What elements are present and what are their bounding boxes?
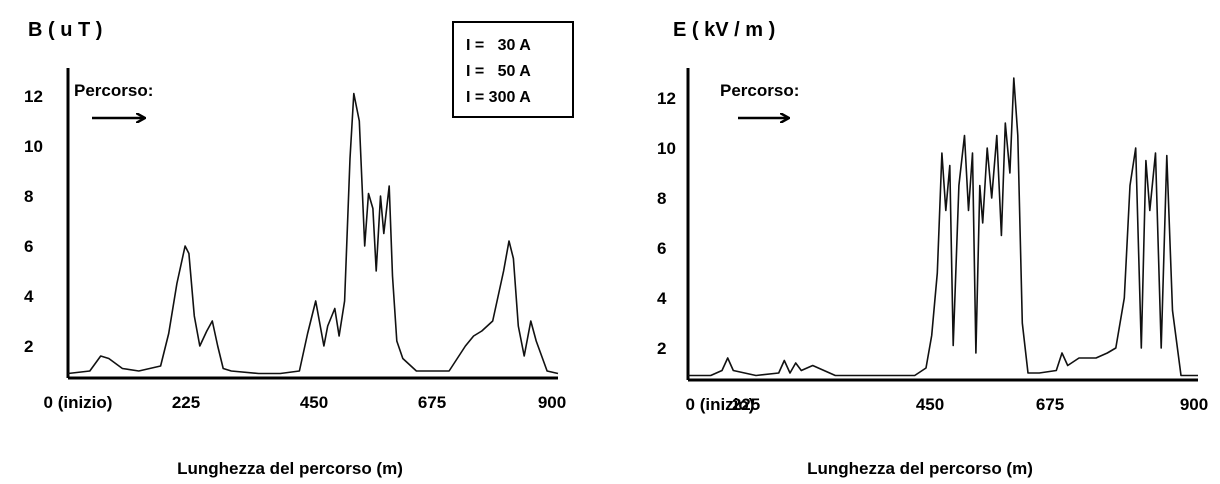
x-tick-label: 900 [538,393,566,412]
x-tick-labels: 0 (inizio) 225 450 675 900 [44,393,567,412]
x-axis-label: Lunghezza del percorso (m) [807,459,1033,478]
x-tick-label: 0 (inizio) [686,395,755,414]
x-tick-label: 675 [418,393,446,412]
y-tick-label: 12 [657,89,676,108]
y-tick-label: 6 [657,239,666,258]
chart-e-field: E ( kV / m ) 2 4 6 8 10 12 0 (inizio)225 450 67… [657,19,1208,478]
y-tick-label: 6 [24,237,33,256]
y-tick-label: 4 [24,287,34,306]
y-tick-label: 12 [24,87,43,106]
y-tick-label: 8 [24,187,33,206]
legend-entry: I = 50 A [466,63,531,80]
y-tick-label: 2 [657,339,666,358]
y-tick-label: 4 [657,289,667,308]
chart-title: E ( kV / m ) [673,19,775,41]
annotation-percorso: Percorso: [74,81,153,100]
x-tick-label: 675 [1036,395,1064,414]
y-tick-labels: 2 4 6 8 10 12 [657,89,676,358]
y-tick-label: 10 [657,139,676,158]
series-line [688,77,1198,377]
y-tick-label: 10 [24,137,43,156]
y-tick-label: 8 [657,189,666,208]
chart-title: B ( u T ) [28,19,102,41]
x-tick-label: 450 [916,395,944,414]
x-tick-label: 900 [1180,395,1208,414]
annotation-percorso: Percorso: [720,81,799,100]
legend: I = 30 A I = 50 A I = 300 A [452,21,574,118]
x-tick-label: 225 [732,395,760,414]
x-tick-label: 0 (inizio) [44,393,113,412]
x-tick-label: 450 [300,393,328,412]
legend-entry: I = 30 A [466,37,531,54]
legend-box [452,21,574,118]
y-tick-label: 2 [24,337,33,356]
chart-b-field: B ( u T ) 2 4 6 8 10 12 0 (inizio) 225 450 675 90… [24,19,574,478]
x-tick-label: 225 [172,393,200,412]
x-axis-label: Lunghezza del percorso (m) [177,459,403,478]
legend-entry: I = 300 A [466,89,531,106]
y-tick-labels: 2 4 6 8 10 12 [24,87,43,356]
x-tick-labels: 0 (inizio)225 450 675 900 [686,395,1209,414]
series-line [67,92,559,375]
